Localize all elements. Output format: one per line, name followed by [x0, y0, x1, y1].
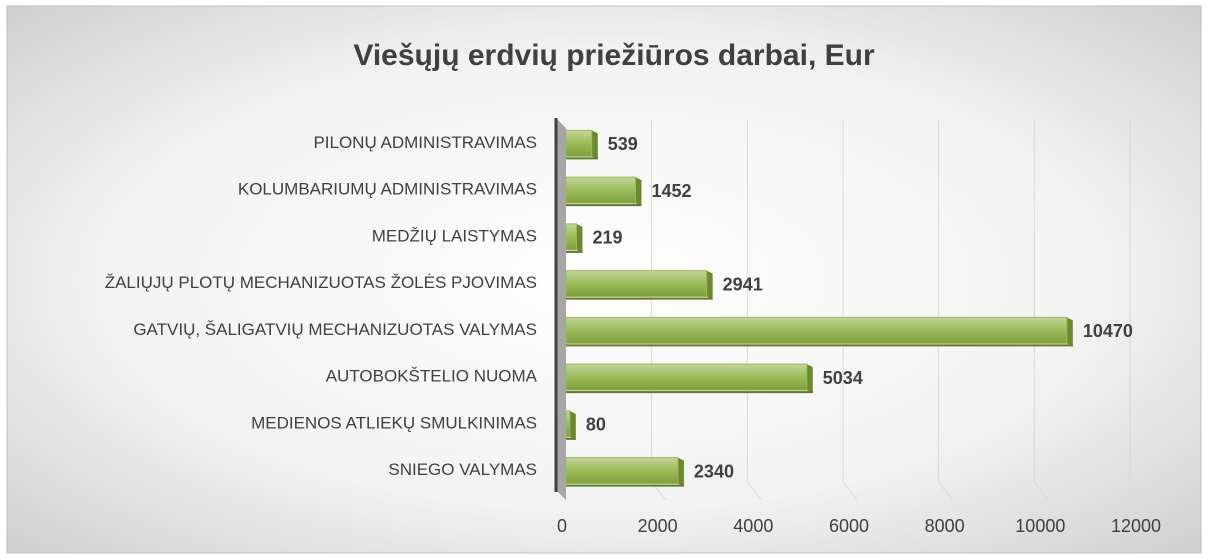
bar [565, 176, 642, 207]
grid-line-base [746, 481, 762, 501]
y-tick-label: GATVIŲ, ŠALIGATVIŲ MECHANIZUOTAS VALYMAS [133, 320, 537, 339]
data-label: 10470 [1083, 321, 1133, 341]
bar [565, 410, 576, 440]
y-tick-label: SNIEGO VALYMAS [388, 460, 537, 479]
y-tick-label: KOLUMBARIUMŲ ADMINISTRAVIMAS [238, 180, 537, 199]
y-tick-label: MEDIENOS ATLIEKŲ SMULKINIMAS [251, 413, 537, 432]
y-tick-label: ŽALIŲJŲ PLOTŲ MECHANIZUOTAS ŽOLĖS PJOVIM… [105, 273, 537, 292]
bar [565, 363, 813, 394]
y-tick-label: PILONŲ ADMINISTRAVIMAS [313, 133, 537, 152]
x-tick-label: 8000 [925, 516, 965, 536]
grid-line-base [1129, 481, 1145, 501]
x-tick-label: 6000 [829, 516, 869, 536]
axis-wall [556, 118, 566, 500]
bar [565, 270, 713, 300]
bar [565, 223, 583, 253]
x-tick-label: 4000 [733, 516, 773, 536]
chart-title: Viešųjų erdvių priežiūros darbai, Eur [353, 39, 875, 72]
data-label: 5034 [823, 368, 863, 388]
grid-line-base [842, 481, 858, 501]
bar [565, 129, 598, 160]
data-label: 219 [592, 228, 622, 248]
grid-line-base [938, 481, 954, 501]
data-label: 1452 [651, 181, 691, 201]
x-tick-label: 12000 [1111, 516, 1161, 536]
x-tick-label: 10000 [1015, 516, 1065, 536]
bar [565, 457, 684, 487]
data-label: 2941 [723, 274, 763, 294]
data-label: 80 [586, 415, 606, 435]
y-tick-label: AUTOBOKŠTELIO NUOMA [326, 367, 538, 386]
data-label: 539 [608, 134, 638, 154]
x-tick-label: 0 [557, 516, 567, 536]
grid-line-base [1033, 481, 1049, 501]
x-tick-label: 2000 [638, 516, 678, 536]
data-label: 2340 [694, 461, 734, 481]
bar [565, 316, 1073, 347]
y-tick-label: MEDŽIŲ LAISTYMAS [372, 226, 537, 245]
